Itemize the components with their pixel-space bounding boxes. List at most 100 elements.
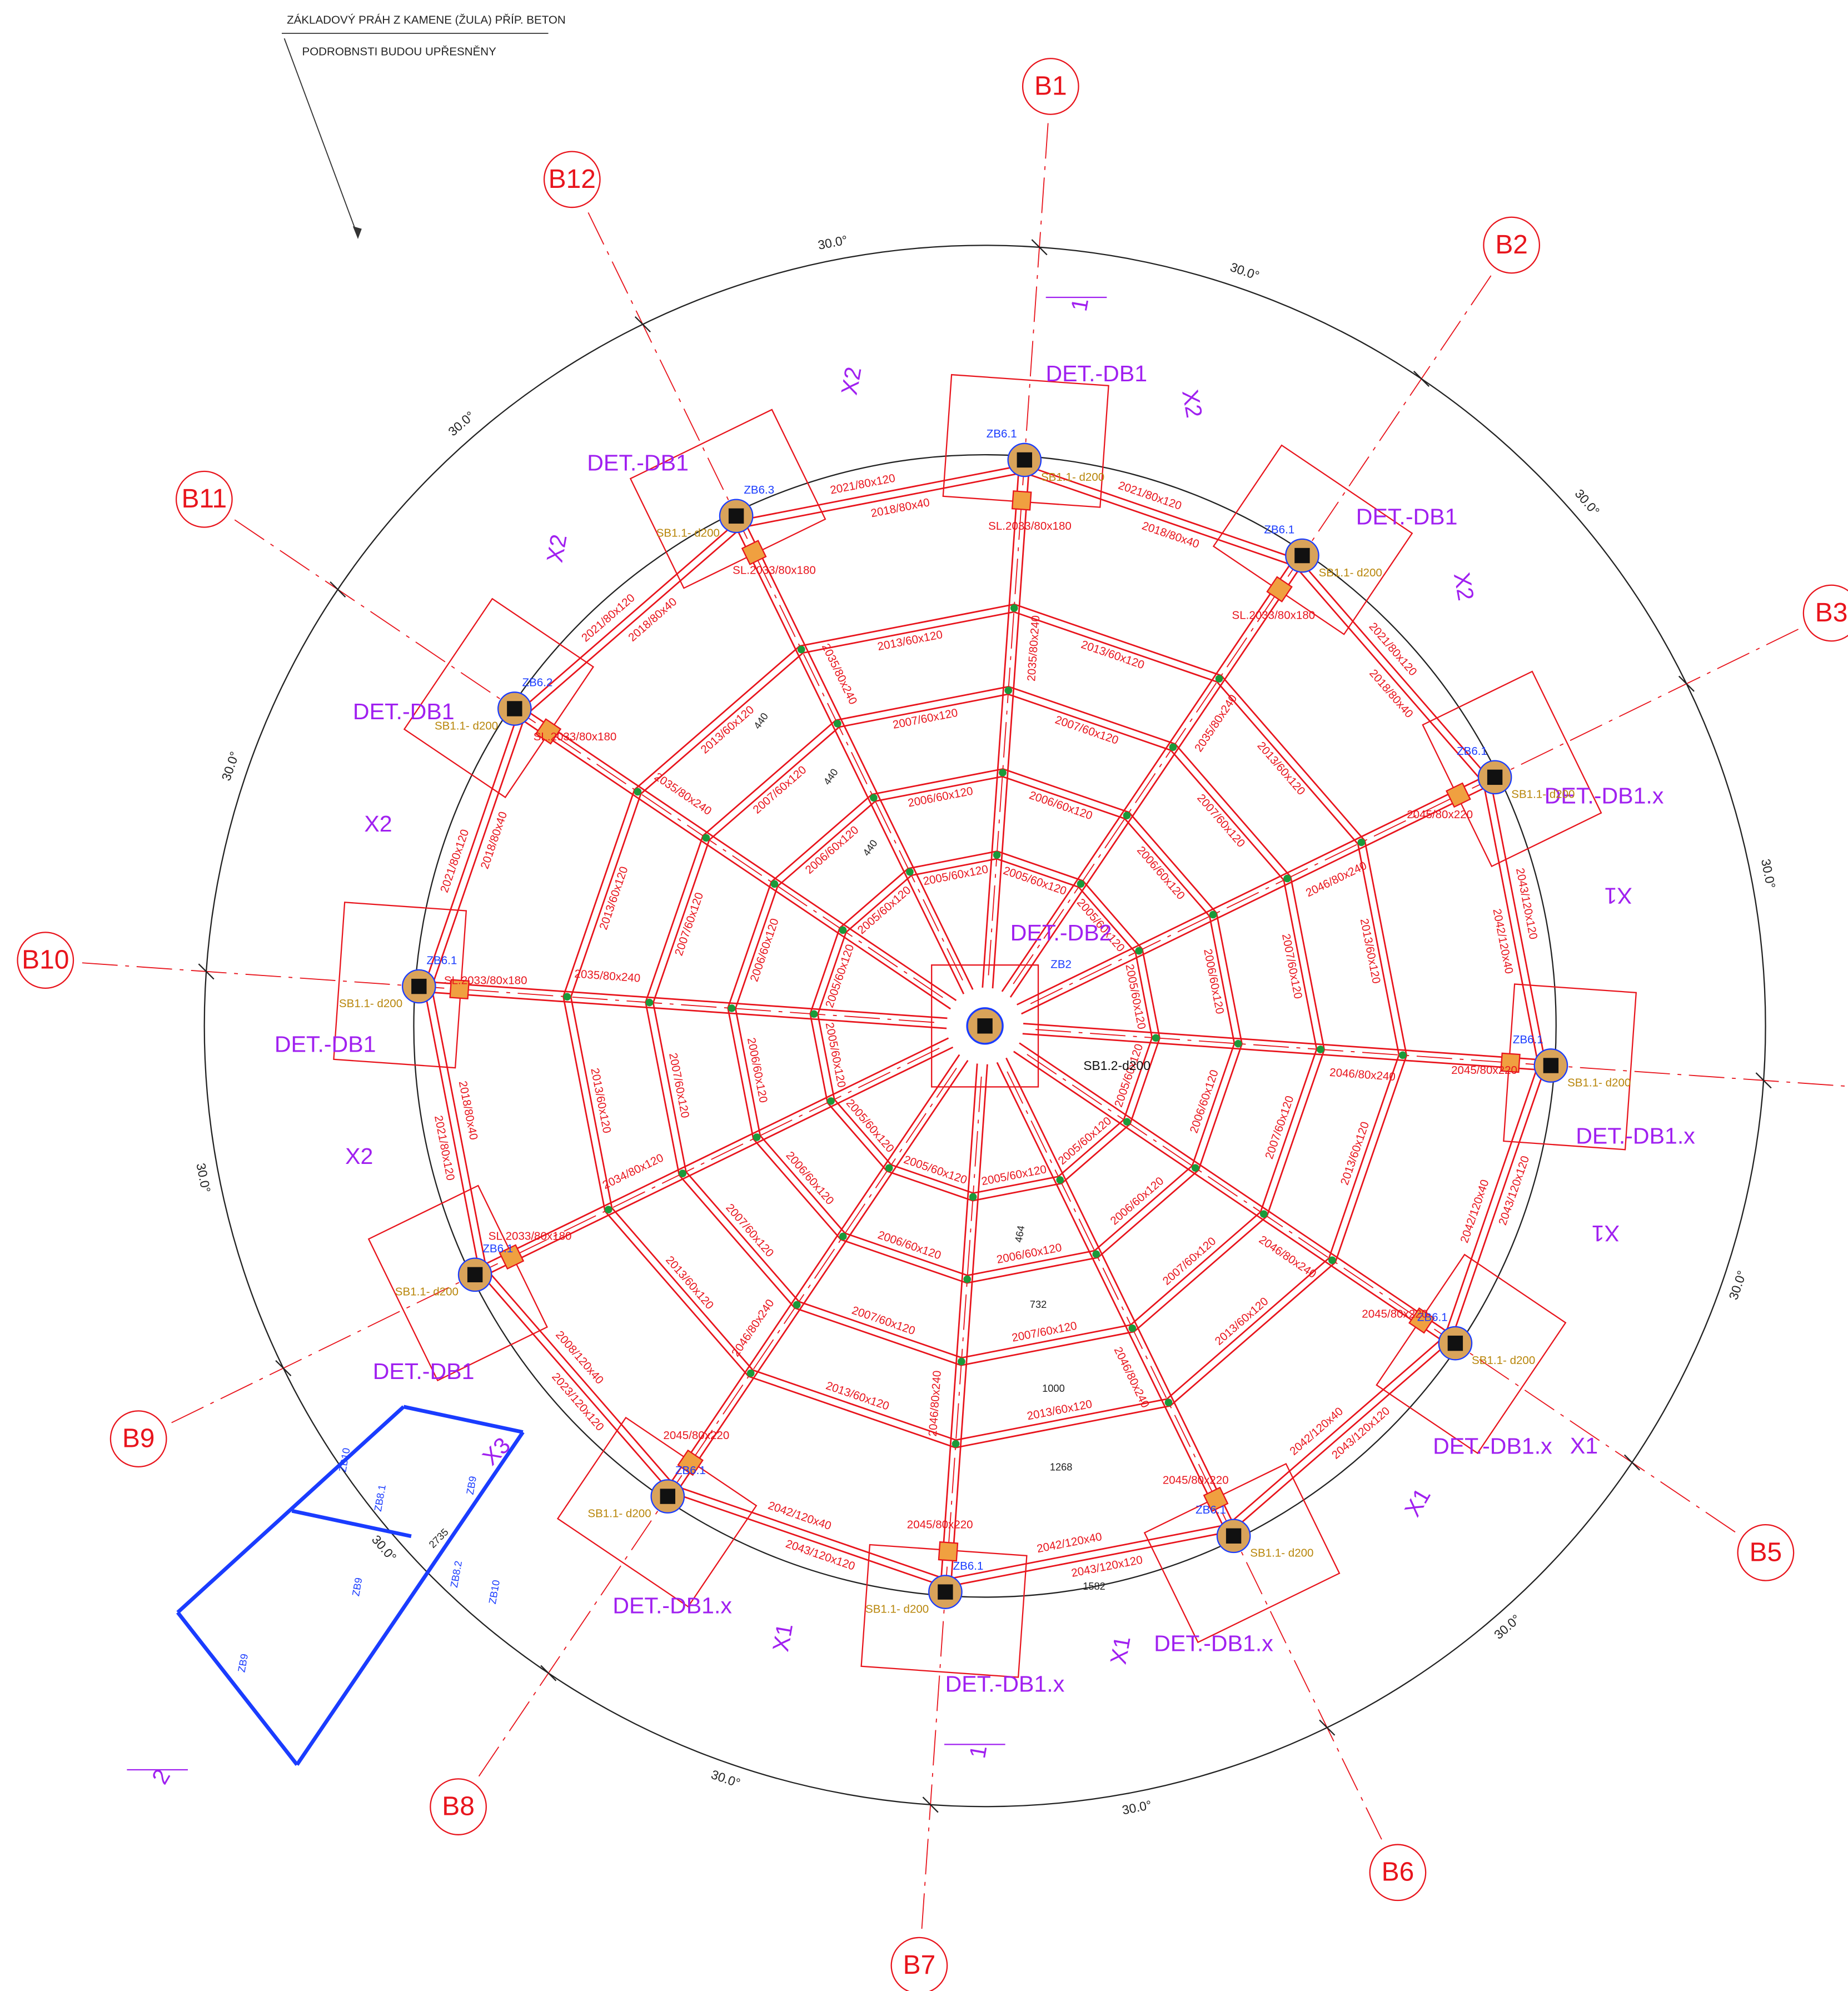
ring-label: 2007/60x120: [850, 1304, 917, 1337]
view-marker: X2: [836, 365, 866, 396]
ring-label: 2013/60x120: [663, 1253, 716, 1312]
ring-label: 2006/60x120: [995, 1241, 1063, 1266]
column-ref: ZB6.1: [953, 1560, 984, 1572]
axis-line: [169, 1048, 940, 1425]
ring-label: 2006/60x120: [1028, 789, 1094, 822]
footing-ref: SB1.1- d200: [1472, 1354, 1535, 1367]
stair-cross: [403, 1405, 524, 1434]
header-leader: [283, 38, 358, 237]
joint: [1209, 910, 1217, 919]
joint: [770, 880, 779, 888]
axis-line: [988, 120, 1049, 975]
joint: [963, 1275, 972, 1283]
joint: [1234, 1039, 1242, 1048]
column-beam-label: 2045/80x220: [1451, 1064, 1517, 1077]
joint: [958, 1357, 965, 1366]
joint: [952, 1440, 960, 1448]
beam-seat: [741, 540, 767, 565]
ring-label: 2013/60x120: [1026, 1397, 1093, 1422]
detail-label: DET.-DB1: [1356, 504, 1458, 529]
detail-label: DET.-DB1.x: [1545, 783, 1664, 808]
angle-label: 30.0°: [816, 232, 849, 252]
radial-beam: [663, 1054, 960, 1494]
ring-label: 2007/60x120: [1053, 713, 1120, 746]
joint: [645, 998, 654, 1007]
angle-label: 30.0°: [193, 1162, 213, 1194]
ring-label: 2005/60x120: [855, 884, 914, 937]
ring-label: 2007/60x120: [673, 891, 706, 958]
view-marker: X2: [364, 811, 392, 837]
axis-bubble: [17, 932, 74, 989]
outer-beam-label: 2043/120x120: [1496, 1154, 1532, 1227]
section-marker: 1: [964, 1743, 992, 1760]
radial-beam-label: 2035/80x240: [1025, 615, 1042, 681]
axis-bubble: [1802, 584, 1848, 642]
outer-beam-label: 2042/120x40: [1036, 1530, 1103, 1555]
joint: [1077, 880, 1085, 888]
ring-label: 2013/60x120: [698, 703, 756, 756]
radial-beam: [1005, 1057, 1239, 1534]
radial-beam: [1001, 552, 1299, 992]
beam-seat: [1203, 1486, 1229, 1512]
column-beam-label: 2045/80x220: [663, 1429, 729, 1442]
ring-label: 2013/60x120: [1254, 739, 1307, 798]
column-core: [938, 1584, 953, 1600]
column-ref: ZB6.1: [482, 1242, 513, 1255]
ring-label: 2006/60x120: [876, 1228, 943, 1262]
ring-label: 2005/60x120: [823, 943, 856, 1009]
axis-label: B11: [181, 484, 227, 514]
joint: [1152, 1034, 1160, 1042]
center-detail-label: DET.-DB2: [1010, 920, 1112, 945]
column-ref: ZB6.1: [1196, 1504, 1226, 1516]
axis-line: [232, 517, 943, 998]
footing-ref: SB1.1- d200: [1041, 471, 1104, 484]
beam-seat: [677, 1449, 704, 1476]
center-footing: SB1.2-d200: [1083, 1058, 1150, 1073]
radial-beam-label: 2046/80x240: [1257, 1233, 1318, 1281]
joint: [1010, 604, 1018, 612]
dimension: 464: [1012, 1225, 1027, 1243]
outer-beam-label: 2021/80x120: [432, 1114, 457, 1182]
angle-label: 30.0°: [1121, 1798, 1153, 1818]
radial-beam: [1023, 1023, 1552, 1062]
axis-tick: [1413, 370, 1429, 387]
footing-ref: SB1.1- d200: [1250, 1547, 1313, 1560]
header-subtitle: PODROBNSTI BUDOU UPŘESNĚNY: [302, 46, 497, 58]
outer-beam-label: 2042/120x40: [1490, 908, 1515, 975]
stair-cross: [176, 1611, 299, 1766]
ring-label: 2007/60x120: [1011, 1320, 1078, 1345]
outer-beam-label: 2042/120x40: [1458, 1178, 1491, 1245]
radial-beam: [1017, 771, 1493, 1006]
joint: [1169, 743, 1177, 751]
beam-seat: [449, 979, 470, 999]
view-marker: X1: [768, 1621, 798, 1653]
radial-beam: [511, 712, 951, 1010]
radial-beam: [671, 1059, 969, 1500]
beam-seat: [938, 1541, 959, 1562]
column-circle: [413, 454, 1557, 1598]
joint: [1164, 1398, 1173, 1406]
axis-line: [1027, 1054, 1738, 1534]
column-ref: ZB6.1: [1513, 1033, 1543, 1046]
joint: [999, 769, 1007, 777]
footing-ref: SB1.1- d200: [339, 997, 402, 1010]
joint: [1123, 1118, 1131, 1126]
radial-beam-label: 2046/80x240: [1329, 1066, 1396, 1083]
radial-beam: [992, 460, 1030, 989]
axis-label: B1: [1034, 71, 1067, 101]
radial-beam: [939, 1063, 978, 1592]
beam-seat: [1500, 1052, 1521, 1073]
dimension: 732: [1030, 1298, 1047, 1310]
radial-beam-label: 2034/80x120: [601, 1151, 666, 1192]
radial-beam: [1022, 1033, 1551, 1072]
axis-line: [1013, 273, 1493, 984]
footing-ref: SB1.1- d200: [865, 1603, 929, 1616]
column-core: [1294, 547, 1310, 564]
ring-label: 2006/60x120: [745, 1037, 770, 1104]
axis-tick: [1031, 239, 1048, 256]
header-title: ZÁKLADOVÝ PRÁH Z KAMENE (ŽULA) PŘÍP. BET…: [287, 14, 566, 27]
view-marker: X2: [1449, 570, 1479, 602]
angle-label: 30.0°: [1572, 486, 1603, 518]
radial-beam: [419, 990, 947, 1029]
column-ref: ZB6.3: [744, 484, 774, 496]
